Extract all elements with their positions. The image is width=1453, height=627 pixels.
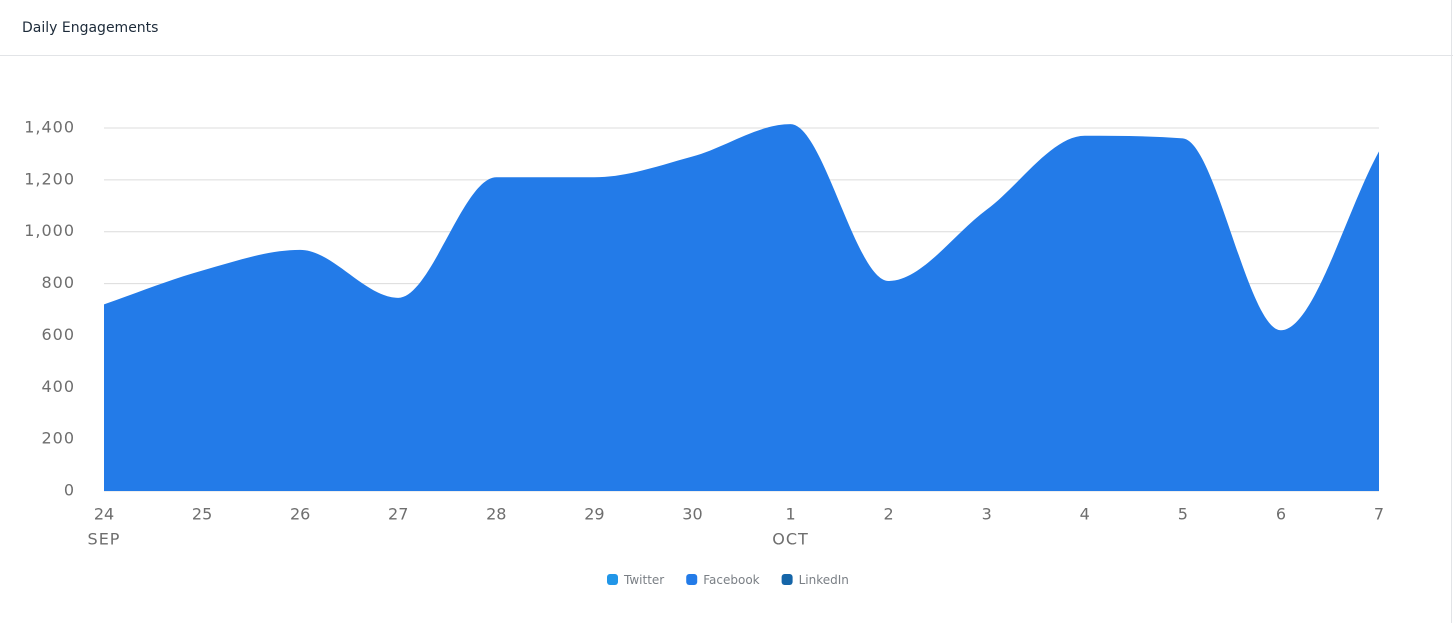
month-label: SEP <box>88 530 121 549</box>
x-tick-label: 6 <box>1276 505 1286 524</box>
x-tick-label: 28 <box>486 505 506 524</box>
x-tick-label: 1 <box>785 505 795 524</box>
y-tick-label: 200 <box>41 429 75 448</box>
month-label: OCT <box>772 530 809 549</box>
x-tick-label: 24 <box>94 505 114 524</box>
x-tick-label: 2 <box>884 505 894 524</box>
x-tick-label: 5 <box>1178 505 1188 524</box>
x-tick-label: 30 <box>682 505 702 524</box>
y-tick-label: 1,400 <box>24 118 75 137</box>
y-tick-label: 1,200 <box>24 169 75 188</box>
y-tick-label: 0 <box>64 481 75 500</box>
plot-area <box>104 124 1379 491</box>
x-tick-label: 29 <box>584 505 604 524</box>
x-tick-label: 4 <box>1080 505 1090 524</box>
legend-label: Facebook <box>703 573 759 587</box>
y-tick-label: 1,000 <box>24 221 75 240</box>
y-tick-label: 800 <box>41 273 75 292</box>
x-tick-label: 25 <box>192 505 212 524</box>
x-tick-label: 27 <box>388 505 408 524</box>
x-tick-label: 26 <box>290 505 310 524</box>
legend-label: Twitter <box>623 573 664 587</box>
x-tick-label: 7 <box>1374 505 1384 524</box>
legend: Twitter Facebook LinkedIn <box>607 573 849 587</box>
y-tick-label: 400 <box>41 377 75 396</box>
y-tick-label: 600 <box>41 325 75 344</box>
legend-label: LinkedIn <box>799 573 849 587</box>
x-tick-label: 3 <box>982 505 992 524</box>
legend-swatch <box>781 574 793 585</box>
area <box>104 124 1379 491</box>
legend-swatch <box>607 574 618 585</box>
legend-swatch <box>686 574 698 585</box>
panel-title: Daily Engagements <box>22 20 158 36</box>
